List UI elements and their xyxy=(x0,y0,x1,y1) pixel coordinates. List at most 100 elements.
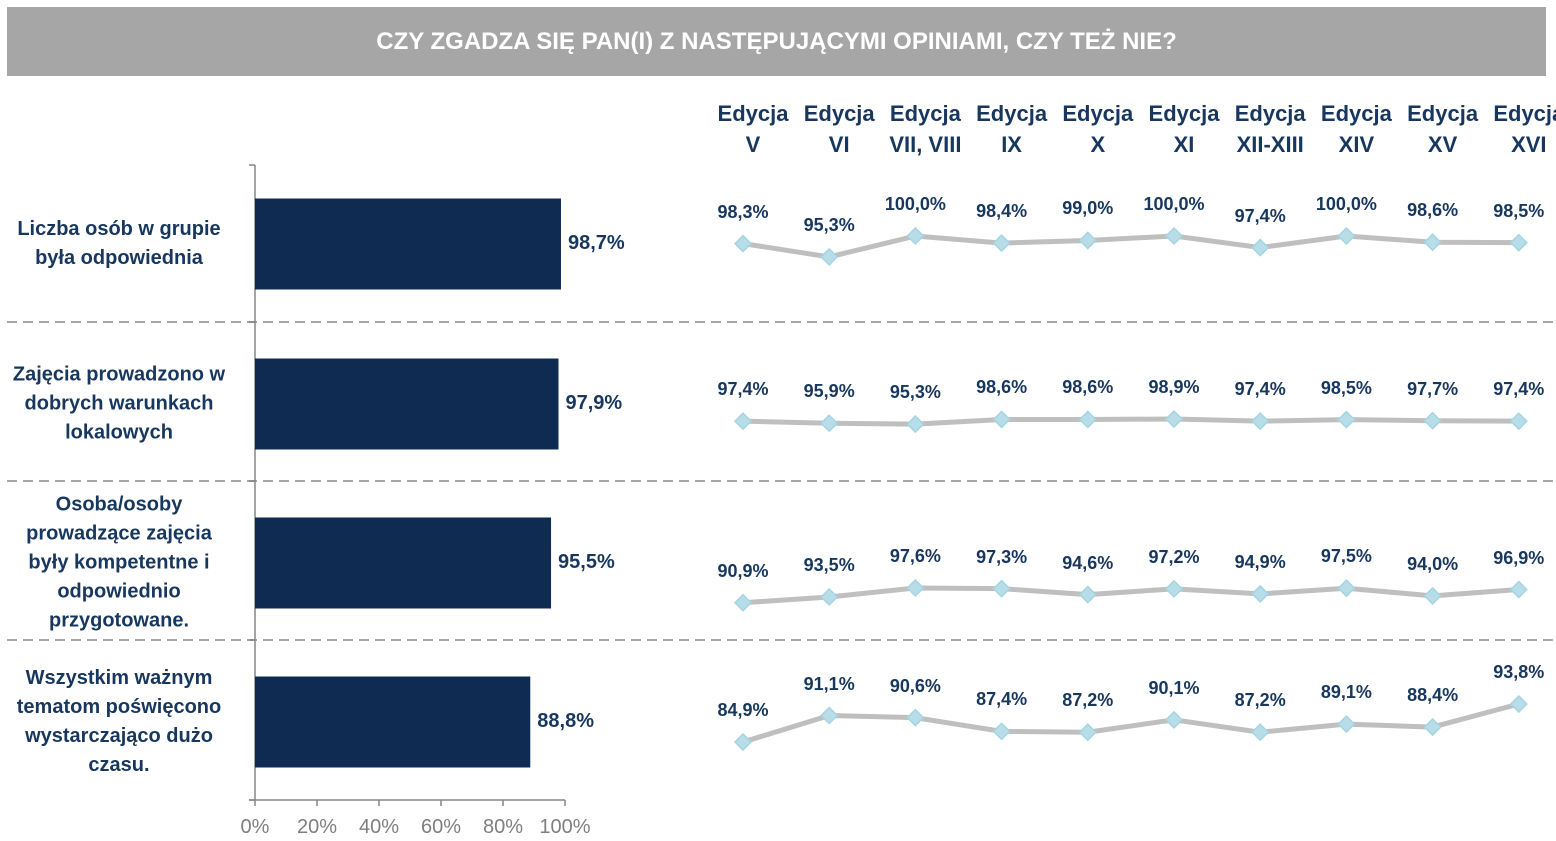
marker xyxy=(1251,723,1270,742)
marker xyxy=(733,732,753,752)
marker xyxy=(906,708,925,727)
marker xyxy=(1509,580,1528,599)
point-value-label: 98,4% xyxy=(976,201,1028,222)
point-value-label: 98,3% xyxy=(717,201,769,222)
category-label: Wszystkim ważnym tematom poświęcono wyst… xyxy=(16,667,222,776)
x-tick-label: 40% xyxy=(358,816,400,838)
point-value-label: 93,8% xyxy=(1493,662,1545,682)
marker xyxy=(1078,585,1097,604)
point-value-label: 97,4% xyxy=(1234,205,1286,226)
marker xyxy=(1423,718,1442,737)
point-value-label: 98,5% xyxy=(1493,200,1545,221)
point-value-label: 87,2% xyxy=(1234,690,1286,711)
point-value-label: 98,6% xyxy=(1407,200,1459,221)
column-header: Edycja XVI xyxy=(1493,101,1556,157)
point-value-label: 95,3% xyxy=(803,214,855,235)
point-value-label: 90,9% xyxy=(717,560,769,581)
marker xyxy=(1251,412,1270,431)
x-tick-label: 60% xyxy=(420,816,462,838)
point-value-label: 95,3% xyxy=(889,382,941,403)
point-value-label: 94,0% xyxy=(1407,553,1459,574)
series-line xyxy=(742,233,1519,260)
point-value-label: 89,1% xyxy=(1320,682,1372,703)
header-title: CZY ZGADZA SIĘ PAN(I) Z NASTĘPUJĄCYMI OP… xyxy=(7,7,1546,76)
bar-value-label: 88,8% xyxy=(537,710,594,732)
point-value-label: 90,1% xyxy=(1148,677,1200,698)
point-value-label: 98,9% xyxy=(1148,377,1200,398)
column-header: Edycja XII-XIII xyxy=(1234,101,1306,157)
point-value-label: 94,6% xyxy=(1062,552,1114,573)
category-label: Osoba/osoby prowadzące zajęcia były komp… xyxy=(26,493,212,632)
point-value-label: 91,1% xyxy=(803,673,855,694)
x-tick-label: 100% xyxy=(539,816,591,838)
marker xyxy=(1423,411,1442,430)
bar-value-label: 95,5% xyxy=(558,551,615,573)
marker xyxy=(733,412,753,431)
bar-value-label: 97,9% xyxy=(565,392,623,414)
category-label: Zajęcia prowadzono w dobrych warunkach l… xyxy=(12,363,226,444)
marker xyxy=(992,234,1011,253)
bar xyxy=(255,517,552,609)
point-value-label: 87,2% xyxy=(1062,690,1114,711)
point-value-label: 97,2% xyxy=(1148,546,1200,567)
marker xyxy=(733,234,753,253)
bar xyxy=(255,358,559,450)
marker xyxy=(1078,231,1097,250)
point-value-label: 97,4% xyxy=(717,379,769,400)
marker xyxy=(1164,409,1184,429)
point-value-label: 88,4% xyxy=(1407,685,1459,706)
marker xyxy=(1078,410,1097,429)
marker xyxy=(1423,586,1442,605)
marker xyxy=(906,578,925,598)
point-value-label: 96,9% xyxy=(1493,547,1545,568)
marker xyxy=(1423,233,1442,252)
bar xyxy=(255,198,561,290)
series-line xyxy=(742,585,1519,606)
point-value-label: 97,7% xyxy=(1407,378,1459,399)
point-value-label: 100,0% xyxy=(1315,194,1377,214)
marker xyxy=(1509,233,1528,252)
point-value-label: 100,0% xyxy=(884,194,946,214)
marker xyxy=(1509,694,1528,714)
point-value-label: 93,5% xyxy=(803,555,855,575)
marker xyxy=(820,587,839,607)
point-value-label: 100,0% xyxy=(1143,194,1205,214)
point-value-label: 98,6% xyxy=(1062,377,1114,398)
marker xyxy=(992,579,1011,598)
marker xyxy=(1337,410,1356,429)
x-tick-label: 0% xyxy=(240,816,270,838)
marker xyxy=(1337,715,1356,734)
column-header: Edycja VI xyxy=(803,101,875,157)
marker xyxy=(992,722,1011,741)
point-value-label: 98,5% xyxy=(1320,377,1372,398)
bar-value-label: 98,7% xyxy=(567,232,625,254)
x-tick-label: 20% xyxy=(296,816,338,838)
point-value-label: 97,5% xyxy=(1320,546,1372,567)
column-header: Edycja V xyxy=(717,101,789,157)
point-value-label: 95,9% xyxy=(803,381,855,402)
marker xyxy=(1078,723,1097,742)
column-header: Edycja VII, VIII xyxy=(889,101,962,157)
point-value-label: 99,0% xyxy=(1062,198,1114,219)
column-header: Edycja XV xyxy=(1407,101,1479,157)
point-value-label: 98,6% xyxy=(976,377,1028,398)
bar xyxy=(255,676,531,768)
marker xyxy=(1164,226,1184,246)
point-value-label: 97,4% xyxy=(1493,379,1545,400)
column-header: Edycja X xyxy=(1062,101,1134,157)
column-header: Edycja XIV xyxy=(1320,101,1392,157)
column-header: Edycja IX xyxy=(976,101,1048,157)
marker xyxy=(820,706,839,725)
point-value-label: 84,9% xyxy=(717,700,769,721)
marker xyxy=(906,226,925,246)
point-value-label: 90,6% xyxy=(889,675,941,696)
point-value-label: 97,3% xyxy=(976,546,1028,567)
marker xyxy=(1337,579,1356,598)
marker xyxy=(1251,584,1270,603)
marker xyxy=(906,415,925,434)
marker xyxy=(1251,238,1270,257)
marker xyxy=(992,410,1011,429)
marker xyxy=(1164,710,1184,729)
